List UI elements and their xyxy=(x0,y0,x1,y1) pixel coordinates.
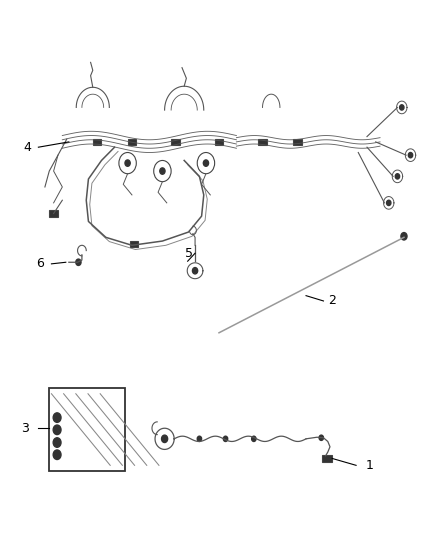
Text: 2: 2 xyxy=(328,294,336,308)
Circle shape xyxy=(160,168,165,174)
Bar xyxy=(258,139,267,145)
Bar xyxy=(93,139,102,145)
Bar xyxy=(49,210,58,217)
Text: 1: 1 xyxy=(365,459,373,472)
Bar xyxy=(127,139,136,145)
Text: 3: 3 xyxy=(21,422,29,435)
Bar xyxy=(215,139,223,145)
Text: 4: 4 xyxy=(24,141,32,154)
Circle shape xyxy=(387,200,391,206)
Circle shape xyxy=(223,436,228,441)
Text: 5: 5 xyxy=(184,247,193,260)
Circle shape xyxy=(53,438,61,447)
Bar xyxy=(49,389,125,471)
Circle shape xyxy=(203,160,208,166)
Circle shape xyxy=(408,152,413,158)
Circle shape xyxy=(192,268,198,274)
Bar xyxy=(130,241,138,247)
Circle shape xyxy=(197,436,201,441)
Circle shape xyxy=(125,160,130,166)
Text: 6: 6 xyxy=(37,257,45,270)
Circle shape xyxy=(401,232,407,240)
Circle shape xyxy=(53,425,61,434)
Circle shape xyxy=(76,259,81,265)
Circle shape xyxy=(399,105,404,110)
Circle shape xyxy=(252,436,256,441)
Bar xyxy=(171,139,180,145)
Circle shape xyxy=(395,174,399,179)
Circle shape xyxy=(162,435,168,442)
Circle shape xyxy=(319,435,323,440)
Bar xyxy=(322,455,332,462)
Circle shape xyxy=(53,413,61,422)
Circle shape xyxy=(53,450,61,459)
Bar xyxy=(293,139,302,145)
